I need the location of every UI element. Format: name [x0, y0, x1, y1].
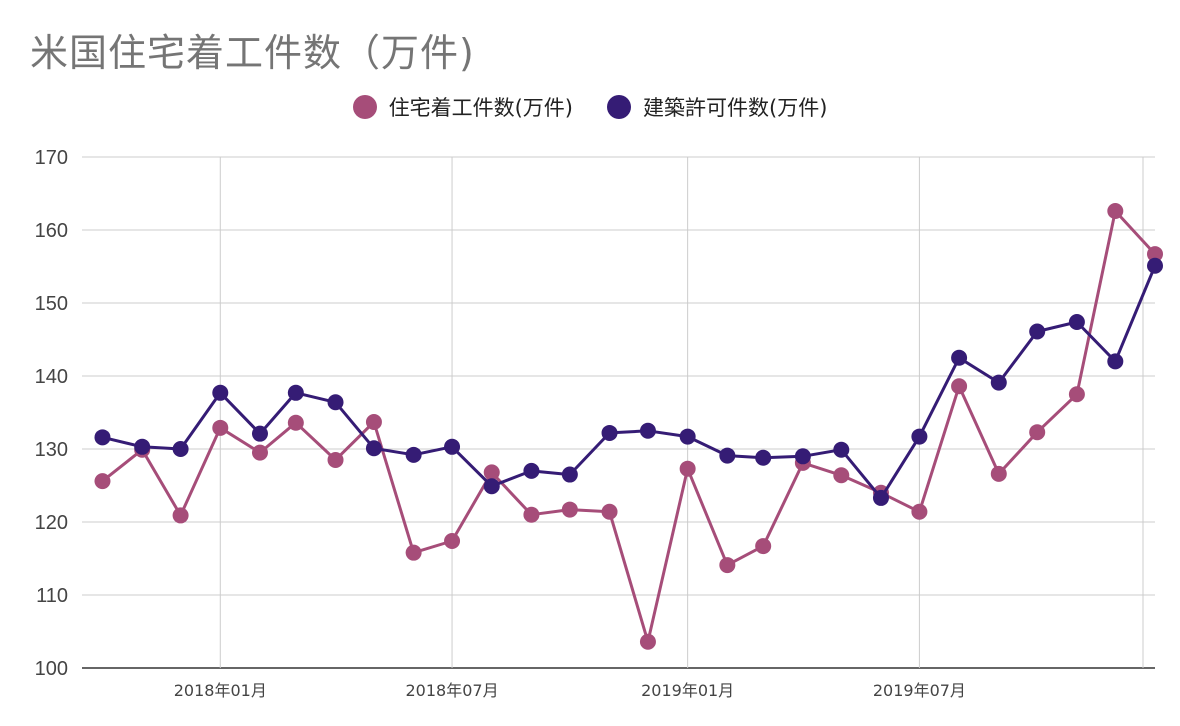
series-line-0 — [101, 209, 1157, 644]
data-point-series-0 — [679, 460, 696, 477]
y-tick-label: 110 — [36, 585, 68, 607]
data-point-series-1 — [794, 448, 811, 465]
data-point-series-0 — [561, 501, 578, 518]
x-tick-label: 2018年01月 — [174, 681, 267, 700]
data-point-series-1 — [990, 374, 1007, 391]
y-tick-label: 130 — [35, 439, 68, 461]
data-point-series-0 — [833, 467, 850, 484]
data-point-series-0 — [911, 503, 928, 520]
data-point-series-1 — [523, 462, 540, 479]
data-point-series-0 — [172, 507, 189, 524]
data-point-series-1 — [833, 441, 850, 458]
y-tick-label: 160 — [35, 220, 68, 242]
legend-item-permits[interactable]: 建築許可件数(万件) — [607, 92, 827, 122]
data-point-series-0 — [405, 544, 422, 561]
legend-label-starts: 住宅着工件数(万件) — [388, 96, 573, 120]
data-point-series-1 — [872, 489, 889, 506]
data-point-series-0 — [287, 414, 304, 431]
data-point-series-0 — [601, 503, 618, 520]
data-point-series-1 — [679, 428, 696, 445]
data-point-series-1 — [172, 441, 189, 457]
data-point-series-1 — [561, 466, 578, 483]
data-point-series-1 — [212, 384, 229, 401]
y-tick-label: 140 — [35, 366, 68, 388]
x-tick-label: 2018年07月 — [405, 681, 498, 700]
data-point-series-1 — [601, 424, 618, 441]
data-point-series-1 — [755, 449, 772, 466]
data-point-series-1 — [951, 349, 968, 366]
data-point-series-1 — [483, 478, 500, 495]
data-point-series-1 — [1029, 323, 1046, 340]
data-point-series-0 — [755, 538, 772, 555]
data-point-series-0 — [990, 465, 1007, 482]
data-point-series-0 — [94, 473, 111, 490]
data-point-series-1 — [1107, 353, 1124, 370]
data-point-series-0 — [639, 633, 656, 650]
data-point-series-1 — [94, 429, 111, 446]
data-point-series-1 — [405, 446, 422, 463]
x-tick-label: 2019年01月 — [641, 681, 734, 700]
x-tick-label: 2019年07月 — [873, 681, 966, 700]
legend-item-starts[interactable]: 住宅着工件数(万件) — [352, 92, 573, 122]
data-point-series-0 — [1068, 386, 1085, 403]
data-point-series-1 — [287, 384, 304, 401]
data-point-series-1 — [134, 438, 151, 455]
legend-marker-starts — [352, 95, 377, 119]
data-point-series-1 — [911, 428, 928, 445]
y-tick-label: 120 — [35, 512, 68, 534]
data-point-series-1 — [639, 422, 656, 439]
data-point-series-1 — [327, 394, 344, 411]
chart-title: 米国住宅着工件数（万件) — [30, 31, 475, 75]
data-point-series-0 — [1147, 246, 1163, 263]
data-point-series-0 — [719, 557, 736, 574]
y-tick-label: 100 — [35, 658, 68, 680]
legend-marker-permits — [607, 95, 631, 119]
data-point-series-0 — [523, 506, 540, 523]
data-point-series-0 — [1029, 424, 1046, 441]
data-point-series-0 — [951, 378, 968, 395]
data-point-series-0 — [212, 419, 229, 436]
data-point-series-0 — [365, 413, 382, 430]
data-point-series-1 — [365, 440, 382, 457]
data-point-series-0 — [483, 464, 500, 481]
data-point-series-1 — [1147, 257, 1163, 274]
series-line-1 — [102, 265, 1157, 500]
data-point-series-0 — [444, 532, 461, 549]
data-point-series-0 — [1107, 203, 1124, 220]
legend-label-permits: 建築許可件数(万件) — [643, 96, 828, 120]
data-point-series-1 — [444, 438, 461, 455]
data-point-series-1 — [719, 447, 736, 464]
y-tick-label: 150 — [35, 293, 68, 315]
data-point-series-0 — [251, 444, 268, 461]
data-point-series-0 — [327, 451, 344, 468]
y-tick-label: 170 — [35, 147, 68, 169]
data-point-series-1 — [251, 425, 268, 442]
data-point-series-1 — [1068, 313, 1085, 330]
legend: 住宅着工件数(万件) 建築許可件数(万件) — [0, 92, 1180, 122]
